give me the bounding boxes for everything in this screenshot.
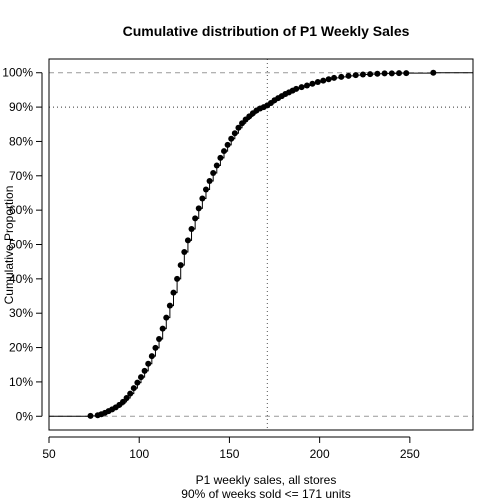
- y-axis-label: Cumulative Proportion: [2, 186, 16, 305]
- x-axis-label: P1 weekly sales, all stores: [196, 473, 337, 487]
- data-point: [389, 70, 395, 76]
- data-point: [196, 205, 202, 211]
- data-point: [217, 155, 223, 161]
- data-point: [430, 70, 436, 76]
- y-tick-label: 20%: [9, 341, 33, 355]
- data-point: [174, 276, 180, 282]
- data-point: [199, 195, 205, 201]
- x-tick-label: 50: [42, 447, 56, 461]
- data-point: [138, 374, 144, 380]
- data-point: [346, 73, 352, 79]
- y-tick-label: 30%: [9, 306, 33, 320]
- data-point: [203, 187, 209, 193]
- data-point: [299, 84, 305, 90]
- data-point: [374, 71, 380, 77]
- data-point: [396, 70, 402, 76]
- data-point: [320, 78, 326, 84]
- data-point: [87, 413, 93, 419]
- data-point: [156, 336, 162, 342]
- data-point: [315, 79, 321, 85]
- data-point: [185, 237, 191, 243]
- data-point: [178, 262, 184, 268]
- data-point: [304, 82, 310, 88]
- y-tick-label: 100%: [2, 66, 33, 80]
- y-tick-label: 10%: [9, 375, 33, 389]
- data-point: [221, 148, 227, 154]
- data-point: [331, 75, 337, 81]
- data-point: [145, 361, 151, 367]
- data-point: [134, 380, 140, 386]
- data-point: [353, 72, 359, 78]
- data-point: [152, 345, 158, 351]
- data-point: [228, 136, 234, 142]
- data-point: [207, 178, 213, 184]
- data-point: [214, 162, 220, 168]
- chart-title: Cumulative distribution of P1 Weekly Sal…: [123, 23, 410, 39]
- data-point: [360, 71, 366, 77]
- x-tick-label: 100: [129, 447, 149, 461]
- data-point: [142, 368, 148, 374]
- data-point: [210, 170, 216, 176]
- data-point: [163, 315, 169, 321]
- data-point: [192, 215, 198, 221]
- data-point: [232, 130, 238, 136]
- x-tick-label: 250: [400, 447, 420, 461]
- data-point: [309, 81, 315, 87]
- data-point: [131, 385, 137, 391]
- data-point: [160, 326, 166, 332]
- y-tick-label: 90%: [9, 100, 33, 114]
- data-point: [181, 249, 187, 255]
- x-tick-label: 200: [310, 447, 330, 461]
- data-point: [382, 70, 388, 76]
- x-tick-label: 150: [219, 447, 239, 461]
- data-point: [170, 290, 176, 296]
- data-point: [403, 70, 409, 76]
- data-point: [367, 71, 373, 77]
- data-point: [127, 391, 133, 397]
- data-point: [338, 74, 344, 80]
- data-point: [149, 353, 155, 359]
- y-tick-label: 0%: [16, 409, 34, 423]
- data-point: [225, 142, 231, 148]
- y-tick-label: 80%: [9, 134, 33, 148]
- data-point: [326, 76, 332, 82]
- x-axis-sublabel: 90% of weeks sold <= 171 units: [181, 487, 350, 501]
- data-point: [167, 303, 173, 309]
- data-point: [293, 86, 299, 92]
- y-tick-label: 70%: [9, 169, 33, 183]
- data-point: [189, 226, 195, 232]
